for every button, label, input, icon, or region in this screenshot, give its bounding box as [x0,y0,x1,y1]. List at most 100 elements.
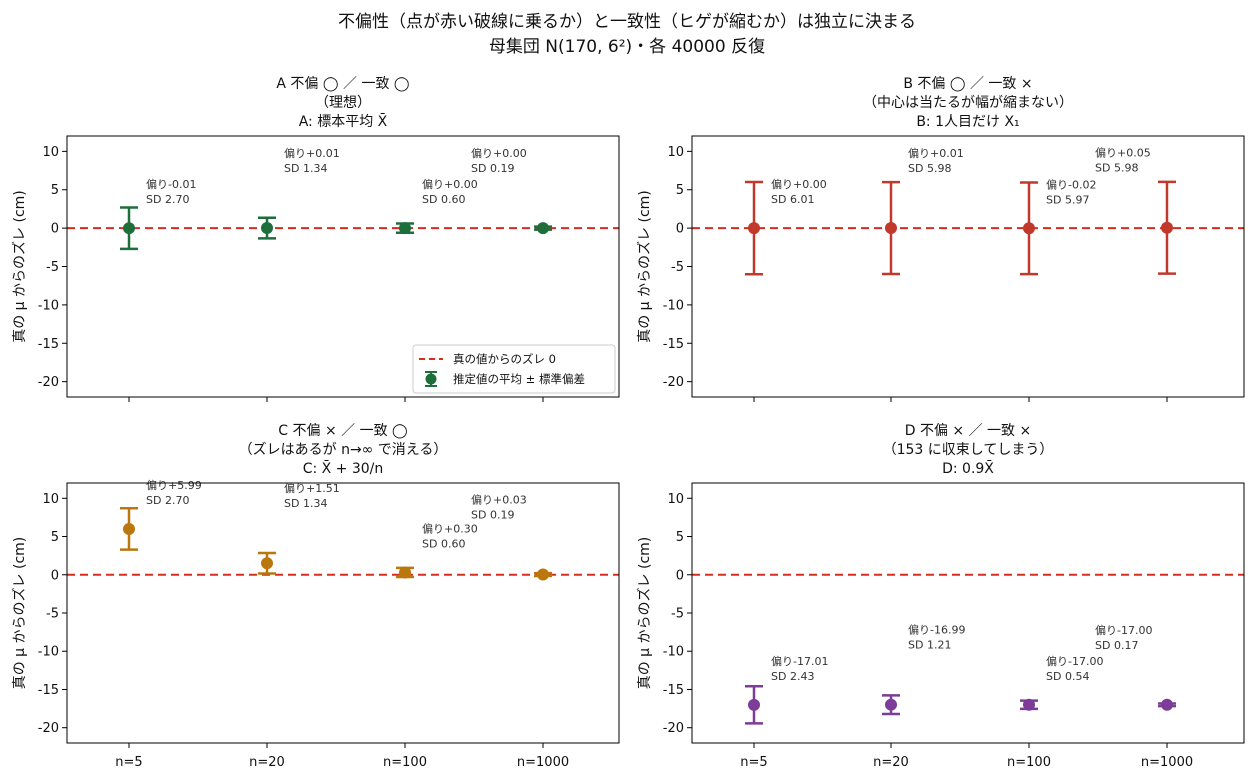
data-point [123,522,135,535]
legend: 真の値からのズレ 0 推定値の平均 ± 標準偏差 [412,344,616,394]
x-tick-label: n=100 [1007,755,1051,770]
annotation-bias: 偏り+0.00 [471,146,527,160]
y-tick-label: -20 [38,375,59,390]
x-tick-label: n=5 [115,755,142,770]
y-tick-label: 5 [51,183,59,198]
annotation-bias: 偏り+0.30 [422,521,478,535]
annotation-bias: 偏り-17.01 [771,654,828,668]
data-point [885,222,897,235]
annotation-sd: SD 1.34 [284,162,327,175]
data-point [1161,698,1173,711]
y-tick-label: -15 [38,337,59,352]
legend-entry: 真の値からのズレ 0 [453,352,556,366]
y-axis-label: 真の μ からのズレ (cm) [12,537,28,690]
y-tick-label: -15 [663,337,684,352]
panel-c: C 不偏 × ／ 一致 ◯ （ズレはあるが n→∞ で消える）C: X̄ + 30… [12,423,620,770]
annotation-bias: 偏り-17.00 [1095,623,1152,637]
data-point [1023,222,1035,235]
annotation-sd: SD 5.97 [1046,193,1089,206]
panel-title-line: A 不偏 ◯ ／ 一致 ◯ [276,76,409,92]
panel-title-line: D: 0.9X̄ [942,459,994,477]
x-tick-label: n=20 [249,755,285,770]
annotation-sd: SD 2.70 [146,494,189,507]
y-tick-label: -5 [671,260,684,275]
y-tick-label: -20 [38,721,59,736]
annotation-bias: 偏り-0.01 [146,177,196,191]
panel-title-line: C: X̄ + 30/n [303,459,384,477]
x-tick-label: n=20 [873,755,909,770]
plot-frame [691,135,1245,398]
data-point [399,566,411,579]
y-tick-label: 5 [51,530,59,545]
annotation-bias: 偏り-17.00 [1046,654,1103,668]
data-point [261,557,273,570]
panel-title-line: D 不偏 × ／ 一致 × [905,423,1032,439]
y-tick-label: 10 [667,145,684,160]
annotation-bias: 偏り-0.02 [1046,177,1096,191]
data-point [123,222,135,235]
annotation-bias: 偏り+0.00 [771,177,827,191]
figure-suptitle-line2: 母集団 N(170, 6²)・各 40000 反復 [489,37,765,57]
annotation-bias: 偏り+0.05 [1095,146,1151,160]
y-tick-label: 5 [676,183,684,198]
y-tick-label: -20 [663,721,684,736]
panel-b: B 不偏 ◯ ／ 一致 × （中心は当たるが幅が縮まない） B: 1人目だけ X₁ 1… [637,76,1245,402]
annotation-sd: SD 0.54 [1046,670,1089,683]
x-tick-label: n=100 [383,755,427,770]
y-tick-label: -5 [46,607,59,622]
data-point [261,222,273,235]
data-point [537,222,549,235]
annotation-sd: SD 6.01 [771,193,814,206]
data-point [885,698,897,711]
data-point [399,222,411,235]
data-point [748,222,760,235]
data-point [1023,698,1035,711]
panel-title-line: B 不偏 ◯ ／ 一致 × [903,76,1032,92]
y-tick-label: -10 [38,645,59,660]
annotation-sd: SD 0.60 [422,537,465,550]
annotation-bias: 偏り+0.00 [422,177,478,191]
y-axis-label: 真の μ からのズレ (cm) [637,190,653,343]
annotation-bias: 偏り+5.99 [146,478,202,492]
annotation-bias: 偏り+0.01 [284,146,340,160]
panel-title-line: A: 標本平均 X̄ [299,112,388,130]
y-tick-label: -10 [663,298,684,313]
annotation-sd: SD 0.19 [471,509,514,522]
y-tick-label: -5 [671,607,684,622]
y-axis-label: 真の μ からのズレ (cm) [12,190,28,343]
panel-title-line: C 不偏 × ／ 一致 ◯ [278,423,407,439]
panel-title-line: B: 1人目だけ X₁ [916,114,1019,130]
plot-frame [66,135,620,398]
y-tick-label: -20 [663,375,684,390]
annotation-sd: SD 5.98 [908,162,951,175]
y-tick-label: 10 [667,492,684,507]
y-tick-label: -5 [46,260,59,275]
annotation-sd: SD 0.17 [1095,639,1138,652]
annotation-sd: SD 1.34 [284,497,327,510]
y-tick-label: 0 [676,568,684,583]
plot-frame [691,482,1245,744]
y-tick-label: -15 [663,683,684,698]
data-point [748,698,760,711]
panel-d: D 不偏 × ／ 一致 × （153 に収束してしまう）D: 0.9X̄ 10 5 0 -… [637,423,1245,770]
x-tick-label: n=1000 [517,755,569,770]
y-tick-label: 10 [42,492,59,507]
annotation-bias: 偏り+1.51 [284,481,340,495]
annotation-sd: SD 0.60 [422,193,465,206]
annotation-bias: 偏り+0.03 [471,493,527,507]
panel-title-line: （ズレはあるが n→∞ で消える） [239,442,448,458]
panel-title-line: （理想） [315,95,371,111]
annotation-bias: 偏り-16.99 [908,623,965,637]
panel-title-line: （153 に収束してしまう） [883,442,1054,458]
panels: A 不偏 ◯ ／ 一致 ◯ （理想）A: 標本平均 X̄ 10 5 0 -5 -10 -15 -… [12,76,1245,770]
annotation-sd: SD 1.21 [908,639,951,652]
figure-suptitle-line1: 不偏性（点が赤い破線に乗るか）と一致性（ヒゲが縮むか）は独立に決まる [338,12,916,32]
legend-entry: 推定値の平均 ± 標準偏差 [453,372,585,386]
y-tick-label: 10 [42,145,59,160]
annotation-sd: SD 0.19 [471,162,514,175]
x-tick-label: n=5 [740,755,767,770]
data-point [1161,221,1173,234]
legend-marker-swatch [425,373,437,385]
y-tick-label: 0 [51,222,59,237]
panel-title-line: （中心は当たるが幅が縮まない） [863,95,1073,111]
